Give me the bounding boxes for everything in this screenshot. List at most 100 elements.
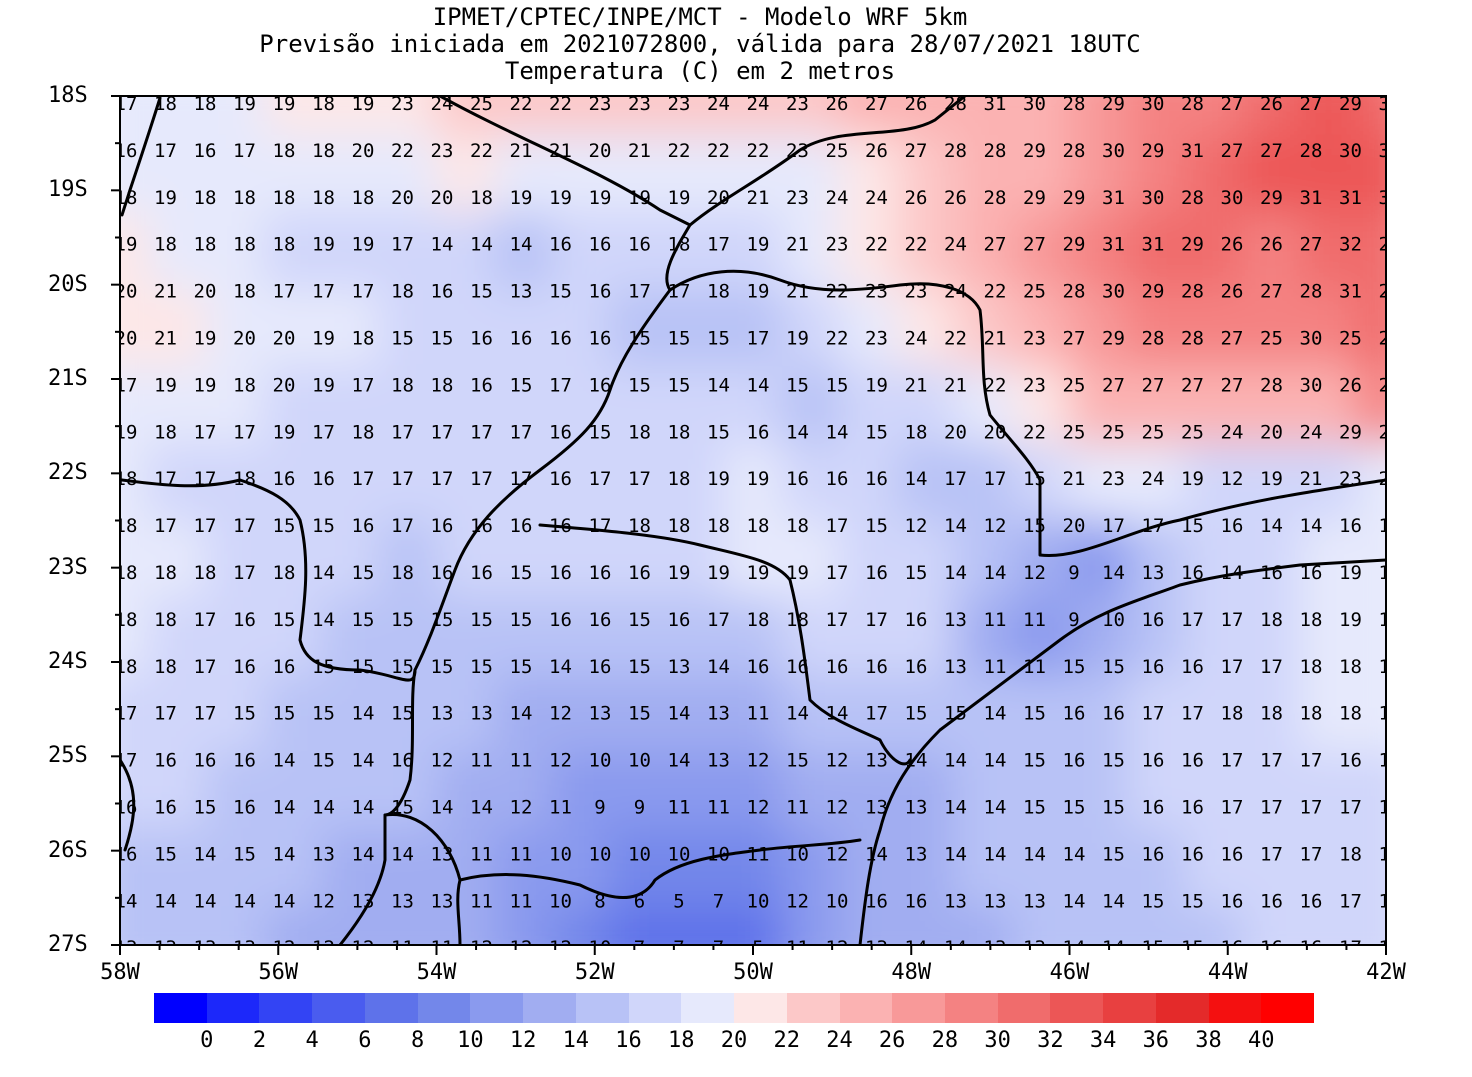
grid-value: 28 (944, 140, 967, 162)
grid-value: 28 (1181, 281, 1204, 303)
grid-value: 18 (470, 187, 493, 209)
grid-value: 16 (865, 562, 888, 584)
field-cell (494, 520, 553, 599)
colorbar-swatch (154, 993, 207, 1023)
grid-value: 12 (312, 890, 335, 912)
grid-value: 26 (1339, 374, 1362, 396)
grid-value: 14 (273, 843, 296, 865)
field-cell (839, 752, 898, 831)
grid-value: 19 (233, 93, 256, 115)
grid-value: 14 (1063, 843, 1086, 865)
grid-value: 16 (589, 328, 612, 350)
grid-value: 28 (1181, 187, 1204, 209)
colorbar (154, 993, 1315, 1023)
colorbar-swatch (575, 993, 629, 1023)
field-cell (436, 520, 496, 599)
field-cell (1184, 96, 1244, 136)
grid-value: 13 (154, 937, 177, 959)
grid-value: 19 (747, 468, 770, 490)
grid-value: 28 (984, 140, 1007, 162)
field-cell (1299, 366, 1359, 445)
grid-value: 21 (628, 140, 651, 162)
grid-value: 27 (1063, 328, 1086, 350)
grid-value: 17 (1300, 843, 1323, 865)
grid-value: 28 (1260, 374, 1283, 396)
grid-value: 30 (1142, 93, 1165, 115)
field-cell (120, 96, 150, 136)
field-cell (1299, 752, 1359, 831)
field-cell (148, 443, 208, 522)
grid-value: 18 (154, 421, 177, 443)
grid-value: 20 (273, 374, 296, 396)
grid-value: 14 (865, 843, 888, 865)
grid-value: 22 (905, 234, 928, 256)
grid-value: 18 (1300, 656, 1323, 678)
grid-value: 11 (786, 937, 809, 959)
colorbar-label: 18 (668, 1028, 695, 1053)
grid-value: 22 (510, 93, 533, 115)
field-cell (551, 443, 611, 522)
grid-value: 18 (233, 234, 256, 256)
grid-value: 25 (1142, 421, 1165, 443)
grid-value: 11 (470, 890, 493, 912)
field-cell (436, 752, 496, 831)
field-cell (1127, 674, 1186, 754)
field-cell (321, 443, 380, 522)
colorbar-swatch (945, 993, 998, 1023)
grid-value: 23 (786, 187, 809, 209)
grid-value: 25 (1181, 421, 1204, 443)
grid-value: 18 (905, 421, 928, 443)
grid-value: 11 (747, 703, 770, 725)
grid-value: 14 (1063, 890, 1086, 912)
field-cell (1069, 752, 1129, 831)
grid-value: 15 (154, 843, 177, 865)
grid-value: 14 (707, 656, 730, 678)
field-cell (1357, 906, 1386, 945)
grid-value: 20 (944, 421, 967, 443)
grid-value: 17 (984, 468, 1007, 490)
colorbar-label: 4 (305, 1028, 319, 1053)
grid-value: 22 (984, 374, 1007, 396)
grid-value: 17 (1142, 703, 1165, 725)
field-cell (436, 674, 496, 754)
field-cell (378, 443, 438, 522)
grid-value: 14 (707, 374, 730, 396)
grid-value: 16 (1063, 703, 1086, 725)
grid-value: 16 (1181, 843, 1204, 865)
grid-value: 15 (628, 609, 651, 631)
grid-value: 13 (391, 890, 414, 912)
grid-value: 22 (707, 140, 730, 162)
grid-value: 21 (154, 281, 177, 303)
longitude-label: 48W (891, 960, 932, 985)
grid-value: 22 (391, 140, 414, 162)
grid-value: 25 (1379, 468, 1402, 490)
grid-value: 17 (312, 281, 335, 303)
grid-value: 16 (1221, 937, 1244, 959)
field-cell (1357, 96, 1386, 136)
grid-value: 16 (1221, 843, 1244, 865)
grid-value: 11 (984, 609, 1007, 631)
grid-value: 30 (1102, 281, 1125, 303)
colorbar-swatch (734, 993, 787, 1023)
grid-value: 16 (470, 562, 493, 584)
grid-value: 29 (1339, 93, 1362, 115)
grid-value: 9 (1068, 562, 1079, 584)
grid-value: 15 (194, 797, 217, 819)
grid-value: 17 (154, 468, 177, 490)
field-cell (839, 597, 898, 676)
grid-value: 16 (905, 656, 928, 678)
grid-value: 23 (1339, 468, 1362, 490)
grid-value: 12 (747, 797, 770, 819)
grid-value: 18 (1379, 609, 1402, 631)
grid-value: 17 (865, 609, 888, 631)
field-cell (494, 366, 553, 445)
field-cell (1011, 96, 1071, 136)
field-cell (148, 597, 208, 676)
field-cell (206, 906, 265, 945)
grid-value: 12 (470, 937, 493, 959)
colorbar-swatch (997, 993, 1051, 1023)
grid-value: 17 (233, 515, 256, 537)
grid-value: 20 (1260, 421, 1283, 443)
field-cell (436, 96, 496, 136)
grid-value: 14 (352, 703, 375, 725)
